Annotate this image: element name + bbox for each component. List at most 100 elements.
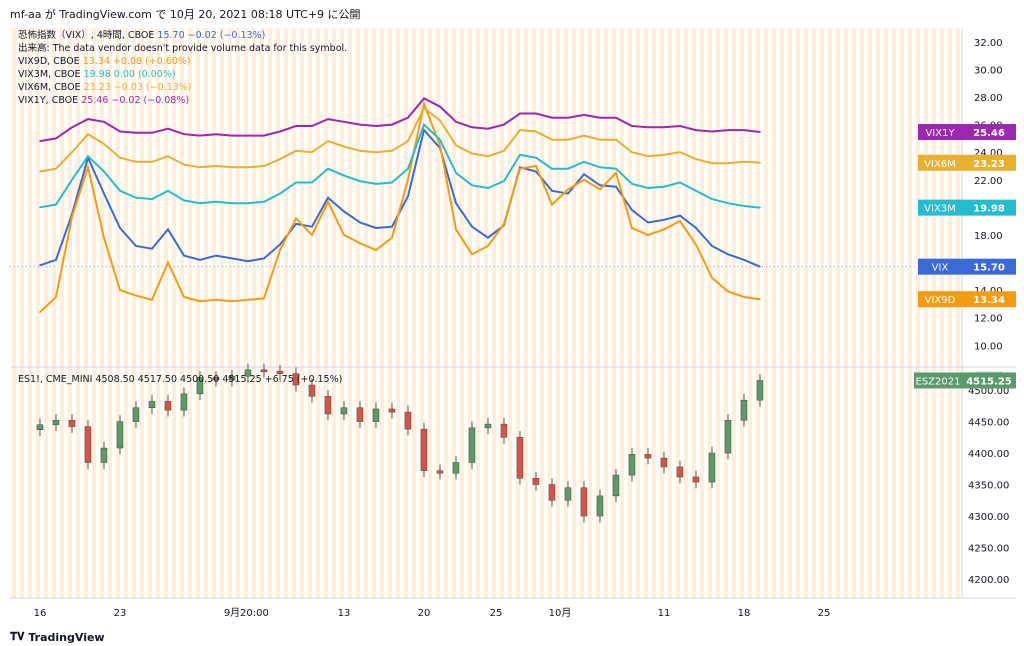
candle-body (724, 420, 732, 454)
series-line-vix1y (39, 97, 761, 143)
data-point-vix3m (759, 206, 761, 209)
data-point-vix (583, 173, 585, 176)
session-band (660, 28, 664, 598)
session-band (12, 28, 16, 598)
data-point-vix9d (311, 234, 313, 236)
data-point-vix1y (391, 123, 393, 126)
data-point-vix9d (631, 227, 633, 229)
candle-body (276, 370, 284, 374)
legend-value: 25.46 −0.02 (−0.08%) (81, 95, 189, 106)
session-band (780, 28, 784, 598)
price-tag-text: 19.98 (973, 204, 1005, 215)
session-band (692, 28, 696, 598)
data-point-vix1y (743, 129, 745, 131)
session-band (940, 28, 944, 598)
session-band (820, 28, 824, 598)
session-band (52, 28, 56, 598)
data-point-vix3m (71, 178, 73, 181)
data-point-vix1y (135, 132, 137, 134)
data-point-vix (679, 214, 681, 217)
legend-name: 恐怖指数（VIX）, 4時間, CBOE (18, 29, 157, 41)
data-point-vix6m (407, 140, 409, 142)
session-band (684, 28, 688, 598)
session-band (20, 28, 24, 598)
data-point-vix9d (711, 276, 713, 279)
tradingview-logo-text: TradingView (28, 630, 105, 644)
y-tick-top: 18.00 (974, 231, 1003, 242)
session-band (76, 28, 80, 598)
data-point-vix6m (567, 138, 569, 141)
data-point-vix9d (215, 298, 217, 301)
session-band (228, 28, 232, 598)
x-tick: 9月 (224, 607, 240, 619)
session-band (436, 28, 440, 598)
data-point-vix9d (471, 253, 473, 256)
price-tag-text: 13.34 (973, 295, 1005, 306)
session-band (340, 28, 344, 598)
data-point-vix (311, 225, 313, 228)
candle-body (452, 462, 460, 474)
data-point-vix3m (519, 154, 521, 156)
legend-entry: VIX3M, CBOE 19.98 0.00 (0.00%) (18, 69, 176, 80)
series-line-vix6m (39, 106, 761, 173)
session-band (828, 28, 832, 598)
candle-body (708, 452, 716, 483)
data-point-vix9d (167, 261, 169, 264)
data-point-vix3m (199, 202, 201, 205)
data-point-vix3m (631, 183, 633, 185)
y-tick-bottom: 4400.00 (968, 449, 1009, 460)
data-point-vix (695, 227, 697, 229)
session-band (540, 28, 544, 598)
session-band (916, 28, 920, 598)
session-band (764, 28, 768, 598)
data-point-vix6m (55, 167, 57, 170)
data-point-vix3m (663, 185, 665, 188)
series-tag-text: VIX1Y (925, 128, 955, 139)
session-band (164, 28, 168, 598)
data-point-vix6m (247, 166, 249, 169)
es-price-tag-text: 4515.25 (966, 376, 1012, 387)
data-point-vix6m (279, 158, 281, 160)
data-point-vix1y (343, 121, 345, 123)
data-point-vix1y (471, 126, 473, 129)
data-point-vix3m (423, 123, 425, 126)
data-point-vix3m (535, 156, 537, 159)
session-band (676, 28, 680, 598)
candle-body (84, 426, 92, 463)
session-band (740, 28, 744, 598)
session-band (668, 28, 672, 598)
data-point-vix (135, 245, 137, 247)
data-point-vix9d (423, 103, 425, 105)
data-point-vix6m (231, 166, 233, 169)
legend-name: 出来高: The data vendor doesn't provide vol… (18, 42, 347, 54)
data-point-vix3m (279, 192, 281, 195)
es-price-tag (962, 372, 1016, 389)
candle-body (36, 424, 44, 431)
data-point-vix3m (583, 161, 585, 163)
legend-value: 23.23 −0.03 (−0.13%) (84, 82, 192, 93)
data-point-vix6m (119, 156, 121, 159)
session-band (28, 28, 32, 598)
session-band (204, 28, 208, 598)
y-tick-bottom: 4250.00 (968, 544, 1009, 555)
data-point-vix3m (391, 181, 393, 184)
data-point-vix3m (375, 183, 377, 185)
session-band (508, 28, 512, 598)
candle-body (292, 373, 300, 386)
data-point-vix6m (423, 107, 425, 109)
session-band (884, 28, 888, 598)
data-point-vix (407, 195, 409, 198)
candle-body (756, 380, 764, 401)
data-point-vix3m (711, 198, 713, 200)
candle-body (516, 437, 524, 479)
data-point-vix (535, 170, 537, 173)
candle-body (52, 420, 60, 425)
data-point-vix (151, 247, 153, 250)
data-point-vix1y (519, 112, 521, 115)
data-point-vix3m (455, 172, 457, 174)
candle-body (100, 447, 108, 463)
x-tick: 20 (418, 608, 431, 619)
candle-body (500, 423, 508, 438)
session-band (92, 28, 96, 598)
